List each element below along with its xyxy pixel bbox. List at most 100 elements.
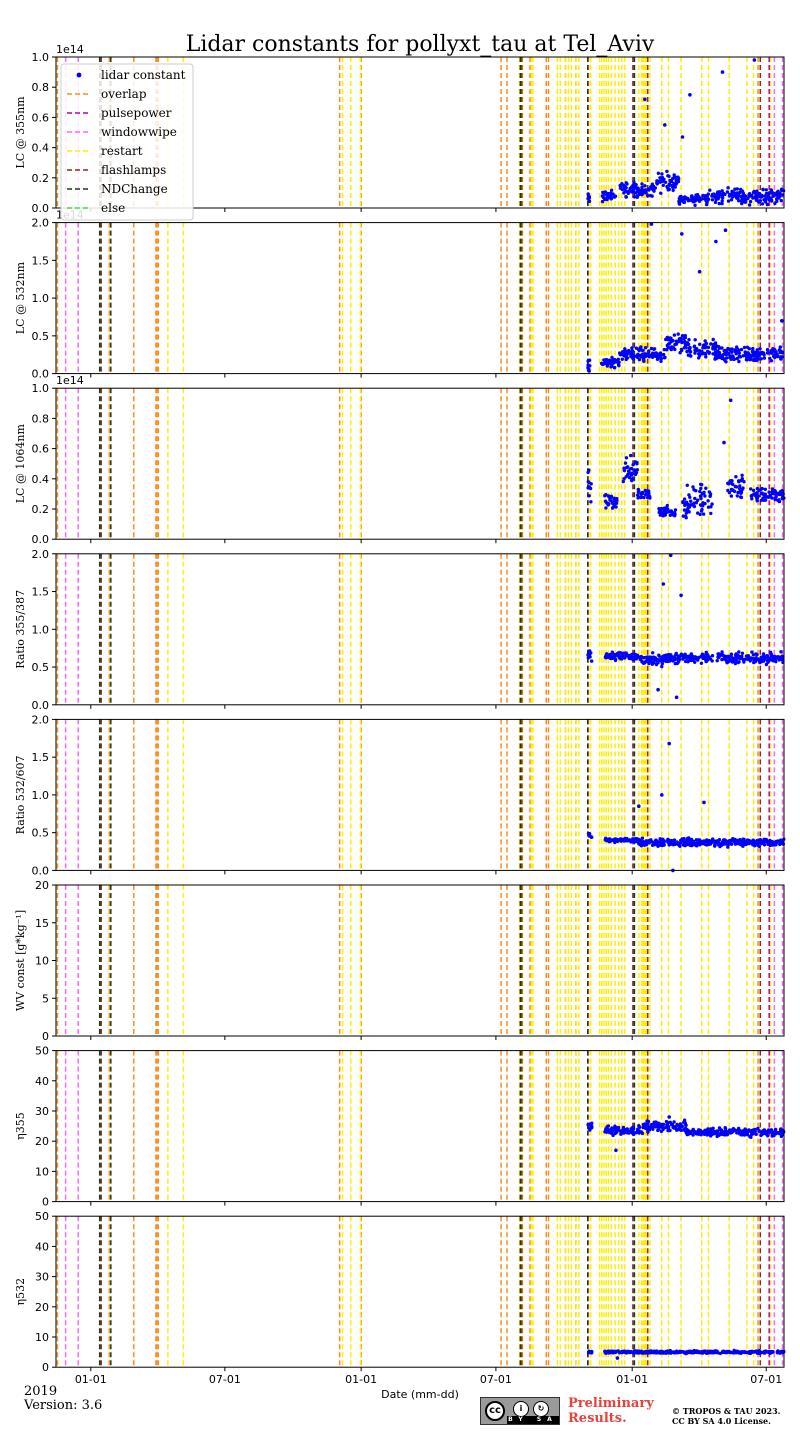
data-point (694, 198, 699, 202)
y-tick-label: 1.0 (32, 51, 50, 64)
data-point (750, 497, 754, 501)
data-point (609, 197, 613, 201)
data-point (607, 1350, 611, 1354)
data-point (698, 349, 702, 353)
data-point (742, 345, 747, 350)
data-point (778, 350, 782, 355)
data-point (685, 483, 689, 487)
data-point (681, 514, 685, 518)
data-point (647, 188, 651, 192)
data-point (779, 357, 783, 361)
data-point (759, 491, 764, 495)
data-point (635, 355, 640, 359)
data-point (624, 195, 628, 199)
data-point (649, 657, 653, 661)
data-point (683, 335, 687, 340)
data-point (588, 655, 592, 659)
panel-4: 0.0 0.5 1.0 1.5 2.0 Ratio 355/387 (14, 548, 785, 712)
data-point (753, 358, 757, 363)
data-point (742, 480, 746, 484)
data-point (759, 357, 763, 361)
data-point (632, 837, 636, 842)
data-point (670, 512, 675, 516)
data-point (644, 489, 648, 493)
cc-strip: BY SA (507, 1416, 559, 1424)
data-point (751, 1132, 755, 1136)
data-point (778, 657, 782, 661)
data-point (672, 1120, 676, 1124)
panel-frame (55, 387, 785, 540)
data-point (630, 477, 635, 481)
data-point (678, 1349, 682, 1354)
data-point (675, 661, 680, 666)
data-point (734, 1351, 738, 1355)
data-point (662, 347, 666, 352)
y-tick-label: 0.0 (32, 533, 50, 546)
y-axis-label: η355 (14, 1112, 27, 1140)
data-point (743, 200, 747, 204)
data-point (612, 496, 616, 500)
data-point (767, 490, 771, 494)
data-point (751, 838, 755, 842)
data-point-outlier (680, 135, 685, 139)
data-point (604, 357, 609, 362)
data-point (660, 664, 664, 669)
data-point (773, 491, 778, 496)
data-point (680, 198, 685, 202)
data-point (740, 201, 744, 206)
data-point (606, 194, 610, 198)
data-point (734, 351, 739, 356)
data-point (612, 1350, 616, 1354)
data-point (724, 360, 728, 364)
data-point (773, 201, 777, 206)
y-tick-label: 0 (42, 1361, 49, 1374)
data-point (751, 653, 756, 657)
data-point (738, 1129, 742, 1133)
data-point (656, 353, 661, 358)
data-point (588, 1128, 592, 1132)
data-point (613, 360, 617, 364)
data-point (622, 477, 626, 481)
data-point (728, 355, 732, 360)
data-point (729, 487, 734, 492)
data-point (643, 184, 647, 188)
data-point (656, 171, 661, 175)
panel-8: 0 10 20 30 40 50 01-01 07-01 01-01 07-01 01-01 07-0… (14, 1210, 786, 1386)
data-point (673, 508, 678, 512)
data-point (739, 347, 744, 352)
data-point (779, 1129, 783, 1133)
data-point (688, 353, 692, 357)
data-point (645, 1119, 649, 1123)
data-point (618, 351, 622, 355)
data-point (637, 1129, 641, 1133)
data-point (672, 333, 677, 337)
data-point (669, 179, 673, 184)
data-point (716, 652, 720, 656)
data-point (770, 1134, 774, 1138)
data-point (725, 1133, 729, 1137)
y-tick-label: 1.5 (32, 586, 50, 599)
data-point (733, 661, 738, 666)
data-point (643, 354, 647, 358)
data-point (621, 654, 625, 658)
data-point (738, 484, 742, 488)
data-point (674, 342, 679, 346)
data-point (740, 488, 744, 492)
y-tick-label: 0 (42, 1196, 49, 1209)
data-point (772, 354, 777, 358)
data-point (710, 502, 714, 506)
data-point (693, 203, 697, 207)
data-point (722, 1350, 727, 1354)
data-point (717, 1132, 721, 1136)
data-point (609, 194, 613, 198)
data-point (729, 842, 734, 846)
y-tick-label: 0.0 (32, 699, 50, 712)
data-point (676, 656, 680, 660)
data-point (640, 185, 644, 190)
y-tick-label: 0.5 (32, 827, 50, 840)
data-point (663, 506, 667, 510)
data-point (685, 349, 689, 354)
data-point (747, 1128, 751, 1132)
data-point (726, 481, 730, 485)
data-point (682, 508, 687, 512)
